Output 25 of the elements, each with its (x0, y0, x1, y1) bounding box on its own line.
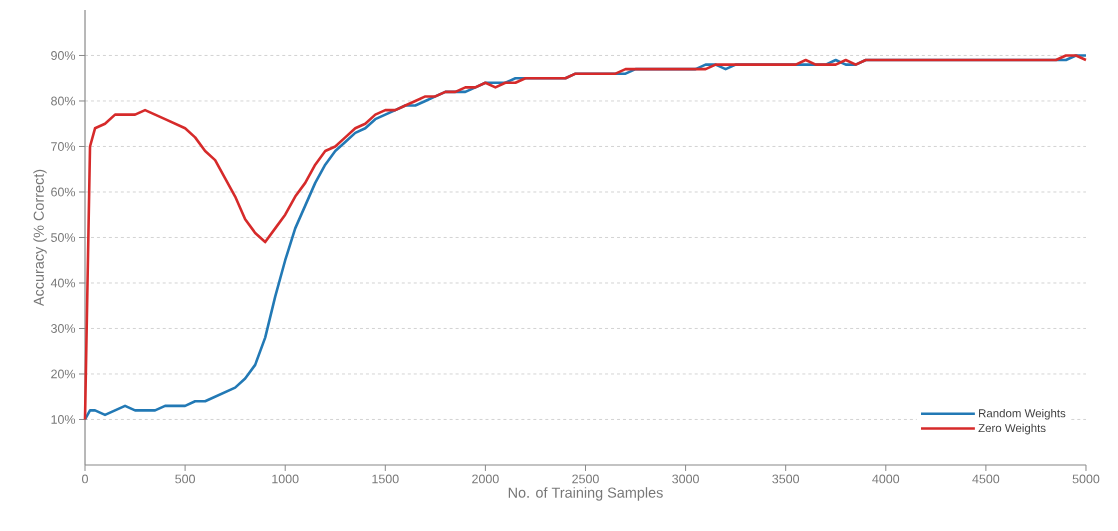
y-tick-label: 70% (51, 142, 76, 151)
x-tick-label: 2500 (572, 474, 599, 484)
y-tick-label: 60% (51, 187, 76, 197)
y-tick-label: 90% (51, 51, 76, 60)
x-tick-label: 5000 (1072, 474, 1100, 484)
y-tick-label: 40% (50, 278, 76, 288)
x-tick-label: 3000 (672, 474, 699, 484)
legend-label: Random Weights (979, 408, 1066, 420)
x-tick-label: 4500 (972, 474, 1000, 484)
y-tick-label: 20% (51, 369, 76, 379)
y-tick-label: 50% (51, 233, 76, 242)
legend-label: Zero Weights (978, 423, 1046, 435)
y-tick-label: 10% (51, 415, 76, 424)
y-tick-label: 30% (51, 324, 76, 333)
y-tick-label: 80% (51, 96, 76, 106)
x-tick-label: 4000 (872, 474, 900, 484)
x-tick-label: 500 (175, 474, 195, 484)
line-series (83, 54, 1088, 421)
x-tick-label: 0 (82, 474, 88, 484)
x-tick-label: 2000 (472, 474, 499, 484)
y-axis-title: Accuracy (% Correct) (33, 169, 47, 307)
x-tick-label: 1500 (372, 474, 399, 484)
x-tick-label: 3500 (772, 474, 800, 484)
x-tick-label: 1000 (272, 474, 299, 484)
x-axis-title: No. of Training Samples (508, 487, 663, 501)
